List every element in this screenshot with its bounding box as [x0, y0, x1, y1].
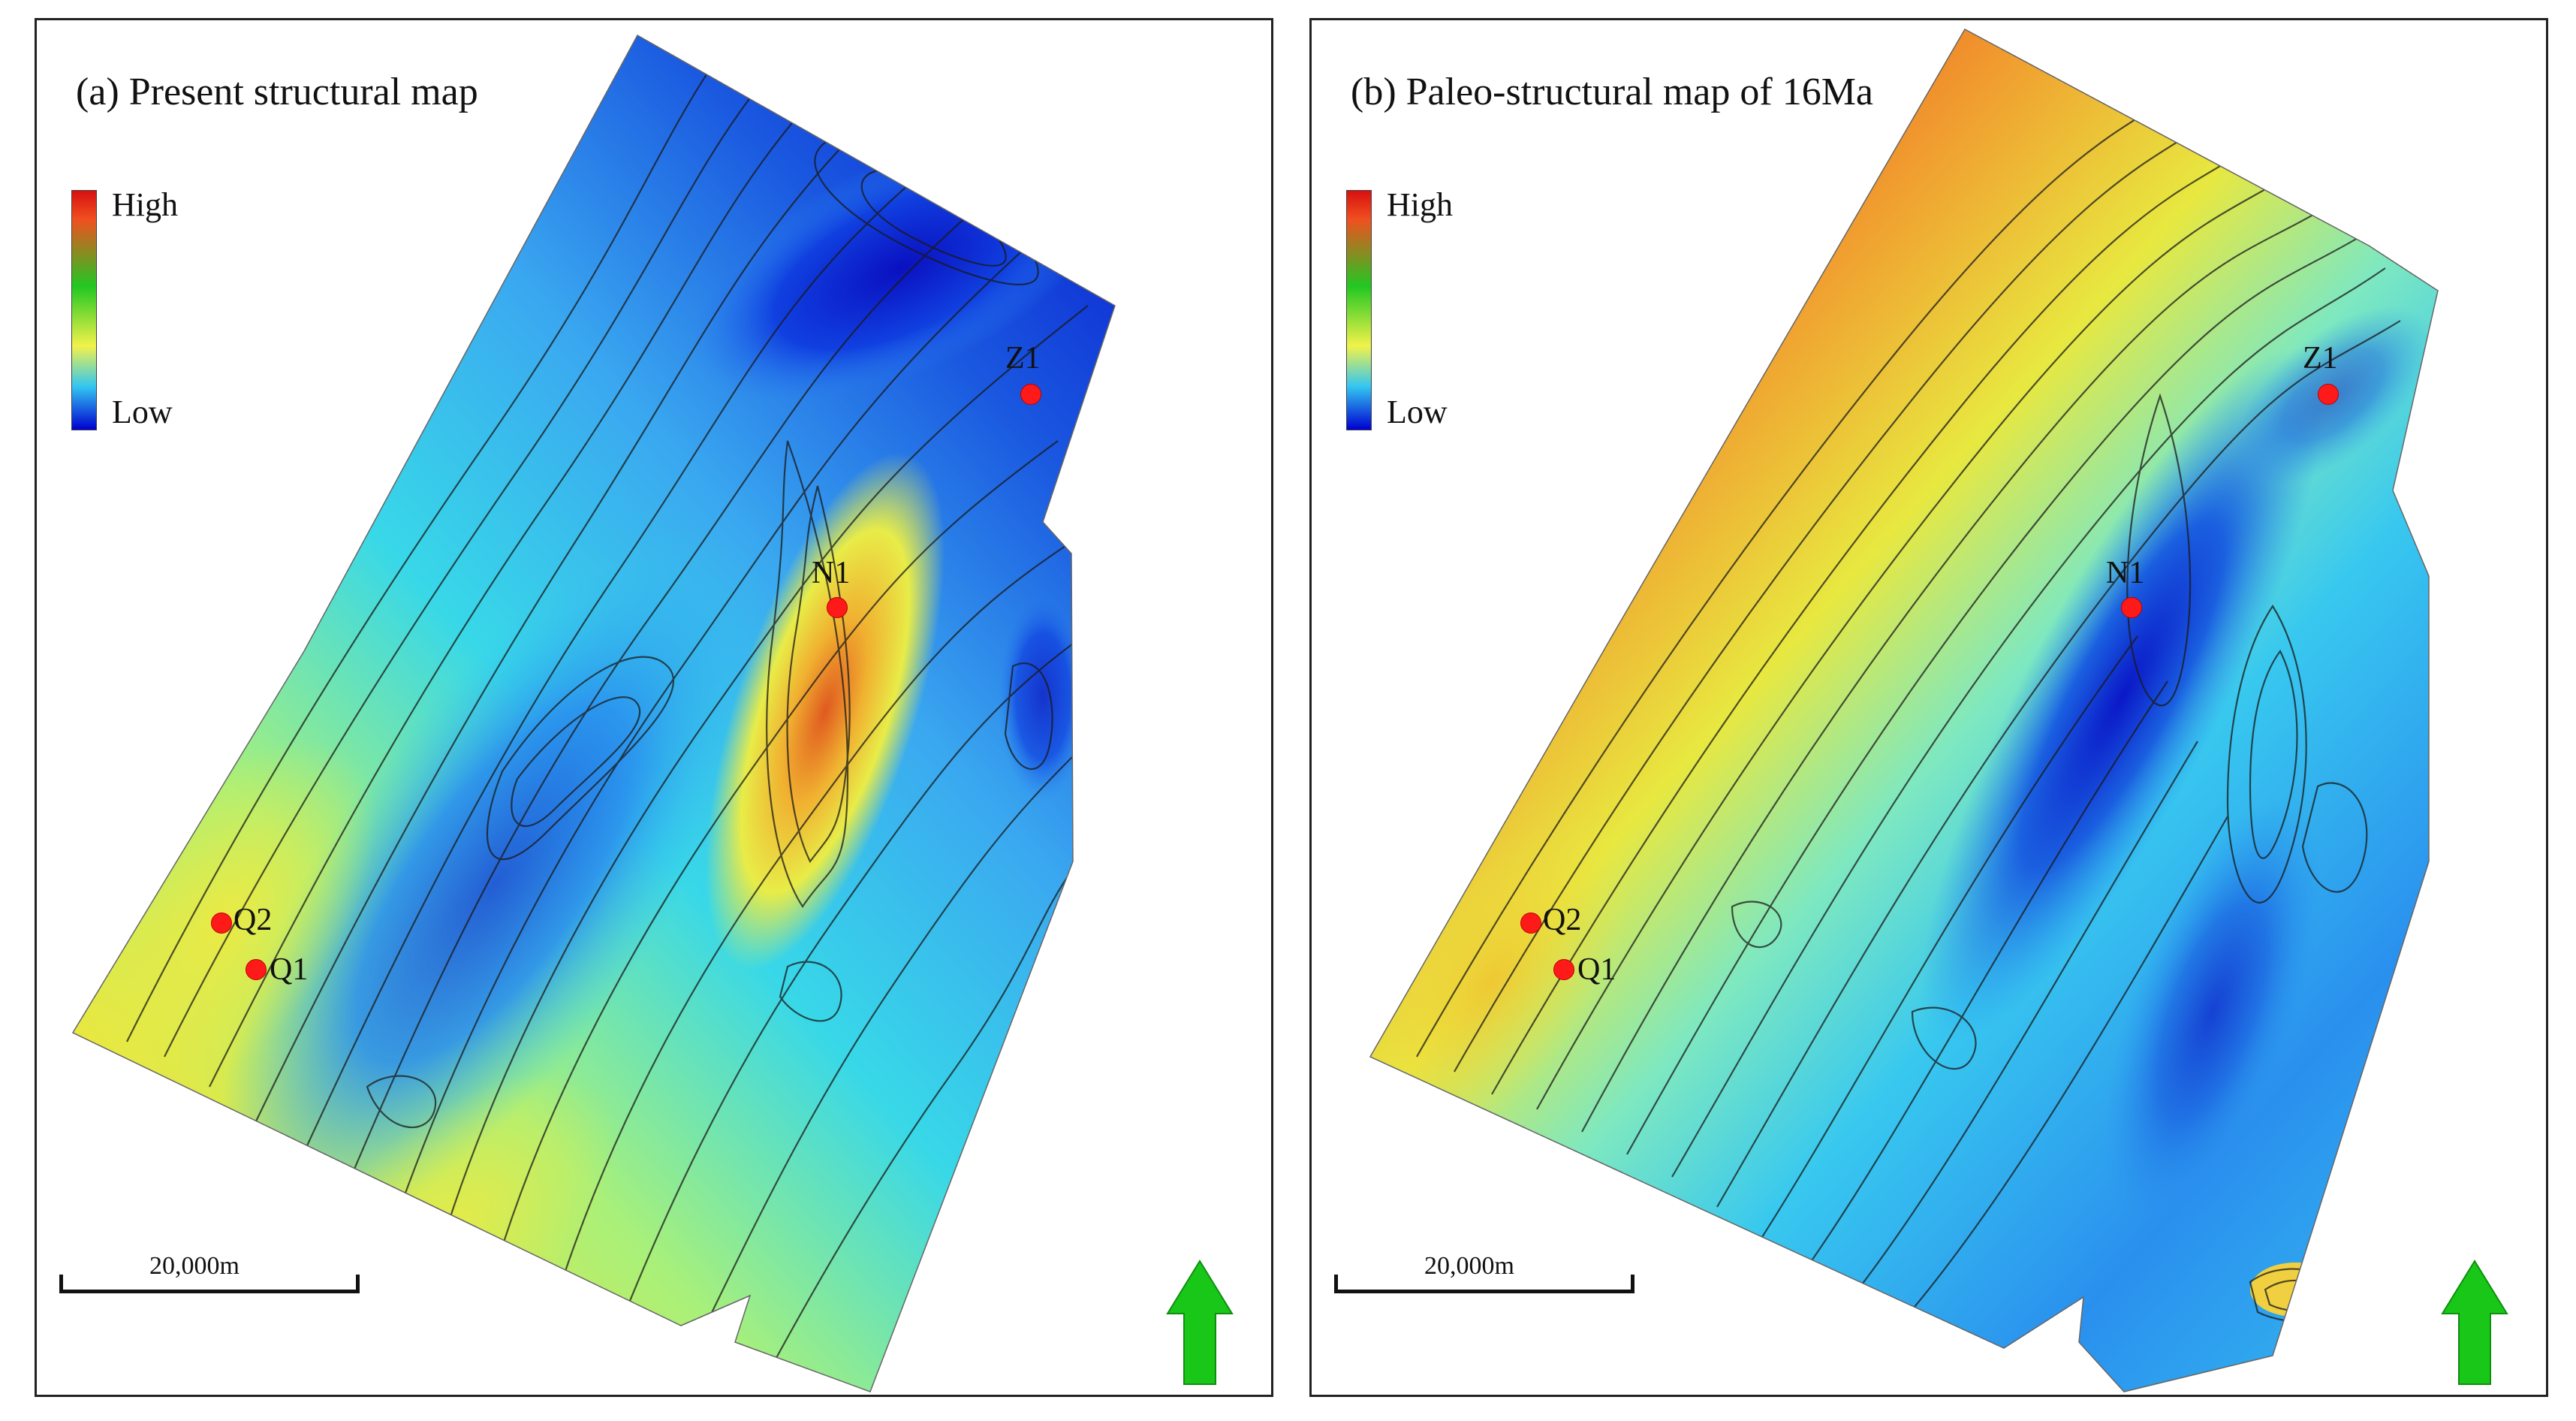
legend-color-bar: [71, 190, 97, 430]
well-marker: [246, 959, 267, 980]
scale-bar-label: 20,000m: [1424, 1252, 1514, 1280]
well-label: Q1: [1577, 952, 1616, 987]
map-surface: [1370, 29, 2438, 1392]
map-surface: [73, 35, 1115, 1392]
panel-b-title: (b) Paleo-structural map of 16Ma: [1351, 71, 1874, 113]
present-structural-contour-map: [71, 34, 1116, 1392]
scale-bar-label: 20,000m: [149, 1252, 240, 1280]
north-arrow-icon: [2441, 1260, 2508, 1385]
legend-color-bar: [1346, 190, 1372, 430]
scale-bar-tick: [1334, 1275, 1338, 1293]
well-marker: [1020, 384, 1041, 405]
well-label: Z1: [1005, 341, 1041, 376]
scale-bar-tick: [356, 1275, 360, 1293]
scale-bar: 20,000m: [59, 1252, 360, 1297]
contour-lines: [126, 65, 1089, 1373]
legend-low-label: Low: [1387, 394, 1448, 430]
legend-high-label: High: [1387, 186, 1453, 223]
panel-a-title: (a) Present structural map: [76, 71, 478, 113]
paleo-structural-contour-map: [1369, 28, 2439, 1392]
well-marker: [2121, 597, 2142, 618]
panel-paleo-structural-map: (b) Paleo-structural map of 16Ma High Lo…: [1309, 18, 2548, 1397]
well-marker: [211, 913, 232, 934]
well-marker: [2318, 384, 2339, 405]
well-label: Q2: [1543, 903, 1582, 937]
well-marker: [1520, 913, 1541, 934]
well-label: Q1: [270, 952, 309, 987]
scale-bar-line: [1334, 1290, 1634, 1293]
north-arrow-icon: [1166, 1260, 1234, 1385]
legend-high-label: High: [112, 186, 178, 223]
scale-bar-line: [59, 1290, 360, 1293]
map-boundary: [1369, 28, 2439, 1392]
well-marker: [827, 597, 848, 618]
well-label: Z1: [2303, 341, 2338, 376]
legend-low-label: Low: [112, 394, 173, 430]
well-label: N1: [812, 556, 851, 590]
panel-present-structural-map: (a) Present structural map High Low Q2 Q…: [35, 18, 1273, 1397]
scale-bar-tick: [1631, 1275, 1634, 1293]
contour-lines: [1416, 65, 2401, 1328]
well-label: Q2: [233, 903, 273, 937]
well-label: N1: [2106, 556, 2145, 590]
well-marker: [1553, 959, 1574, 980]
map-boundary: [71, 34, 1116, 1392]
scale-bar-tick: [59, 1275, 63, 1293]
scale-bar: 20,000m: [1334, 1252, 1634, 1297]
